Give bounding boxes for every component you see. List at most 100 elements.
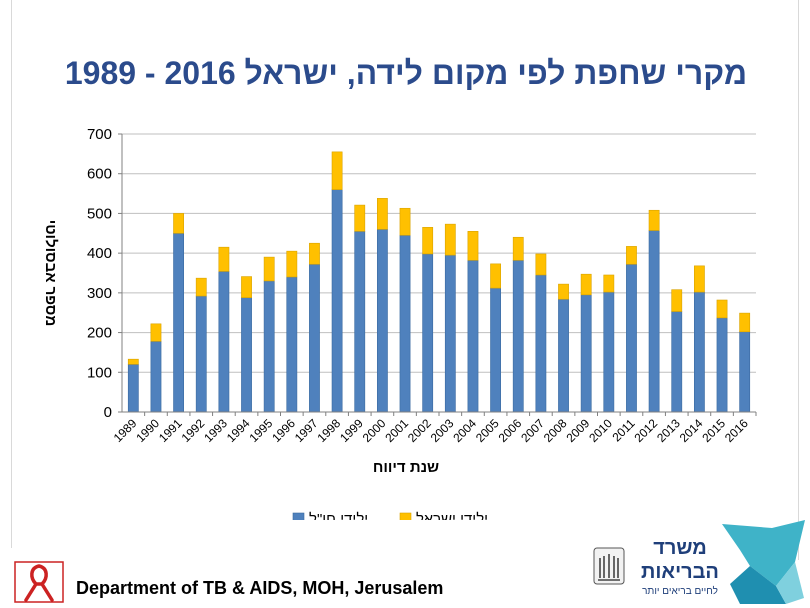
bar-chart: 0100200300400500600700198919901991199219… xyxy=(42,126,757,520)
bar-israel-born xyxy=(218,246,230,272)
slide-title: מקרי שחפת לפי מקום לידה, ישראל 2016 - 19… xyxy=(64,55,748,91)
x-tick-label: 1997 xyxy=(292,416,321,445)
bar-israel-born xyxy=(263,256,275,282)
bar-israel-born xyxy=(671,289,683,312)
x-tick-label: 1996 xyxy=(269,416,298,445)
bar-foreign-born xyxy=(127,364,139,413)
bar-israel-born xyxy=(444,223,456,256)
x-tick-label: 2014 xyxy=(677,416,706,445)
ministry-of-health-logo: משרד הבריאות לחיים בריאים יותר xyxy=(593,520,805,604)
x-tick-label: 2006 xyxy=(496,416,525,445)
bar-israel-born xyxy=(739,312,751,333)
x-tick-label: 2007 xyxy=(518,416,547,445)
y-tick-label: 400 xyxy=(87,245,112,262)
bar-foreign-born xyxy=(241,297,252,413)
bar-israel-born xyxy=(467,231,479,261)
bar-israel-born xyxy=(603,274,615,293)
bars xyxy=(127,151,751,413)
bar-foreign-born xyxy=(376,229,388,413)
logo-word-1: משרד xyxy=(653,537,707,559)
legend-label: ילידי ישראל xyxy=(416,511,488,520)
legend-label: ילידי חו"ל xyxy=(309,511,368,520)
bar-israel-born xyxy=(535,253,547,276)
bar-foreign-born xyxy=(671,311,683,413)
bar-foreign-born xyxy=(580,294,592,413)
y-tick-label: 700 xyxy=(87,126,112,143)
y-tick-label: 300 xyxy=(87,285,112,302)
x-tick-label: 2010 xyxy=(586,416,615,445)
bar-foreign-born xyxy=(399,234,411,413)
bar-foreign-born xyxy=(444,254,456,413)
bar-foreign-born xyxy=(603,291,615,413)
bar-israel-born xyxy=(626,246,637,265)
x-tick-label: 2011 xyxy=(609,416,637,444)
x-tick-label: 1989 xyxy=(111,416,140,445)
x-tick-label: 1990 xyxy=(133,416,162,445)
bar-israel-born xyxy=(376,198,388,230)
bar-foreign-born xyxy=(626,263,637,413)
bar-israel-born xyxy=(693,265,705,293)
bar-israel-born xyxy=(648,209,660,231)
y-tick-label: 500 xyxy=(87,205,112,222)
y-axis-label: מספר אבסולוטי xyxy=(42,220,59,327)
bar-foreign-born xyxy=(558,298,569,413)
x-tick-label: 2009 xyxy=(564,416,593,445)
bar-foreign-born xyxy=(693,291,705,413)
bar-foreign-born xyxy=(150,341,162,413)
x-tick-label: 1994 xyxy=(224,416,253,445)
bar-foreign-born xyxy=(467,259,479,413)
x-tick-label: 2000 xyxy=(360,416,389,445)
bar-israel-born xyxy=(512,236,524,261)
bar-israel-born xyxy=(331,151,343,190)
x-tick-label: 2012 xyxy=(631,416,660,445)
bar-foreign-born xyxy=(309,263,320,413)
bar-israel-born xyxy=(127,358,139,365)
x-axis-label: שנת דיווח xyxy=(373,459,439,476)
bar-foreign-born xyxy=(286,276,298,413)
bar-israel-born xyxy=(354,204,366,232)
bar-foreign-born xyxy=(422,253,434,413)
bar-foreign-born xyxy=(218,271,230,413)
x-tick-label: 1998 xyxy=(314,416,343,445)
x-tick-label: 2016 xyxy=(722,416,751,445)
bar-israel-born xyxy=(150,323,162,342)
bar-foreign-born xyxy=(535,274,547,413)
logo-word-2: הבריאות xyxy=(641,561,719,583)
x-tick-label: 2013 xyxy=(654,416,683,445)
footer-department: Department of TB & AIDS, MOH, Jerusalem xyxy=(76,578,444,598)
x-tick-label: 1999 xyxy=(337,416,366,445)
bar-israel-born xyxy=(241,276,252,298)
emblem-icon xyxy=(593,547,625,585)
x-tick-label: 1993 xyxy=(201,416,230,445)
bar-israel-born xyxy=(195,277,207,297)
legend-swatch xyxy=(292,512,305,520)
legend-swatch xyxy=(399,512,412,520)
bar-foreign-born xyxy=(716,317,728,413)
x-tick-label: 2005 xyxy=(473,416,502,445)
x-tick-label: 2004 xyxy=(450,416,479,445)
bar-foreign-born xyxy=(195,295,207,413)
bar-israel-born xyxy=(490,263,502,289)
bar-israel-born xyxy=(716,299,728,319)
x-tick-label: 2008 xyxy=(541,416,570,445)
x-tick-label: 1991 xyxy=(156,416,185,445)
legend: ילידי חו"ל ילידי ישראל xyxy=(292,511,488,520)
y-tick-label: 200 xyxy=(87,325,112,342)
bar-foreign-born xyxy=(648,230,660,413)
health-star-icon xyxy=(722,520,805,604)
x-tick-label: 1995 xyxy=(247,416,276,445)
y-tick-label: 600 xyxy=(87,166,112,183)
bar-foreign-born xyxy=(739,331,751,413)
bar-foreign-born xyxy=(173,232,185,413)
bar-foreign-born xyxy=(331,189,343,413)
bar-foreign-born xyxy=(490,287,502,413)
bar-israel-born xyxy=(173,213,185,234)
bar-israel-born xyxy=(558,283,569,300)
gridlines xyxy=(122,133,756,373)
ribbon-logo-icon xyxy=(14,561,64,603)
bar-israel-born xyxy=(309,242,320,265)
y-tick-label: 100 xyxy=(87,364,112,381)
bar-israel-born xyxy=(286,250,298,278)
bar-israel-born xyxy=(422,227,434,255)
bar-foreign-born xyxy=(354,231,366,413)
